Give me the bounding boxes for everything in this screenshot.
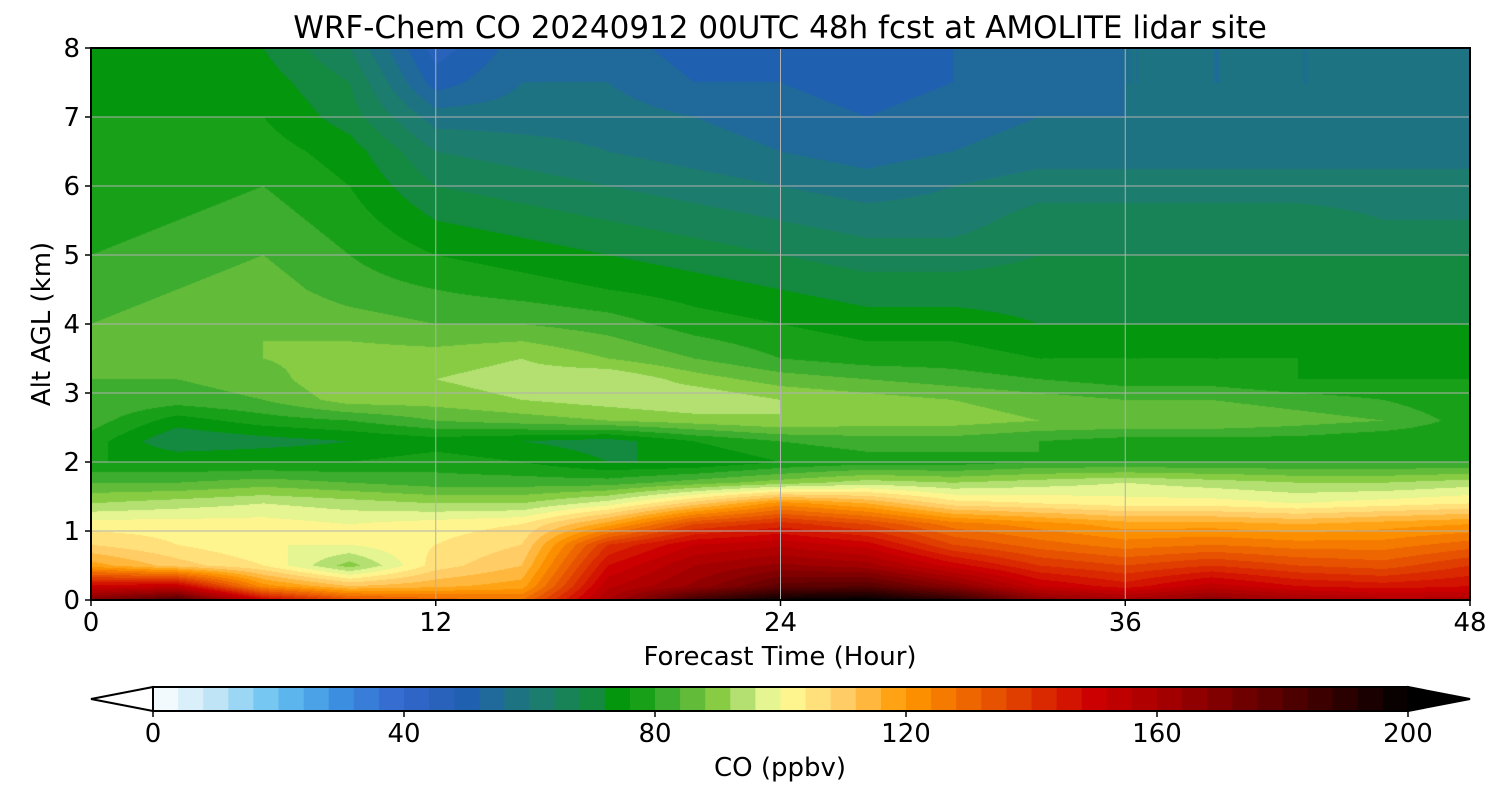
y-tick-label: 5: [63, 241, 80, 271]
x-axis: 0 12 24 36 48: [83, 600, 1487, 638]
colorbar-level: [880, 687, 907, 711]
colorbar-level: [1332, 687, 1359, 711]
colorbar-level: [153, 687, 179, 711]
colorbar-level: [755, 687, 782, 711]
colorbar-level: [404, 687, 430, 711]
y-tick-label: 8: [63, 34, 80, 64]
colorbar-level: [655, 687, 681, 711]
colorbar-level: [1307, 687, 1334, 711]
colorbar-level: [1282, 687, 1309, 711]
colorbar-ticks: 0 40 80 120 160 200: [145, 711, 1433, 749]
colorbar-tick-label: 160: [1132, 719, 1182, 749]
y-tick-label: 4: [63, 310, 80, 340]
y-tick-label: 6: [63, 172, 80, 202]
colorbar-level: [1006, 687, 1033, 711]
colorbar-level: [906, 687, 932, 711]
colorbar-levels: [153, 687, 1409, 711]
colorbar-tick-label: 80: [638, 719, 671, 749]
colorbar-level: [956, 687, 982, 711]
colorbar-level: [1382, 687, 1409, 711]
x-tick-label: 48: [1453, 608, 1486, 638]
colorbar-level: [303, 687, 330, 711]
colorbar-level: [805, 687, 832, 711]
colorbar-tick-label: 200: [1383, 719, 1433, 749]
grid-lines: [91, 48, 1470, 600]
chart-title: WRF-Chem CO 20240912 00UTC 48h fcst at A…: [293, 10, 1267, 46]
colorbar-level: [579, 687, 606, 711]
colorbar-level: [705, 687, 731, 711]
colorbar-level: [1056, 687, 1083, 711]
colorbar-level: [1182, 687, 1208, 711]
colorbar-frame: [152, 686, 1409, 712]
colorbar-level: [479, 687, 505, 711]
colorbar-level: [1207, 687, 1233, 711]
colorbar-level: [228, 687, 254, 711]
y-axis: 0 1 2 3 4 5 6 7 8: [63, 34, 91, 616]
colorbar-level: [780, 687, 807, 711]
colorbar-level: [353, 687, 380, 711]
colorbar-level: [253, 687, 280, 711]
colorbar-level: [504, 687, 531, 711]
colorbar-level: [730, 687, 756, 711]
colorbar-level: [454, 687, 480, 711]
colorbar-tick-label: 0: [145, 719, 162, 749]
colorbar-level: [328, 687, 355, 711]
colorbar-level: [1257, 687, 1284, 711]
colorbar-level: [554, 687, 581, 711]
colorbar-level: [203, 687, 229, 711]
x-tick-label: 0: [83, 608, 100, 638]
colorbar-level: [931, 687, 957, 711]
colorbar-level: [629, 687, 656, 711]
colorbar-level: [981, 687, 1007, 711]
colorbar-level: [429, 687, 455, 711]
colorbar-level: [1232, 687, 1258, 711]
y-tick-label: 0: [63, 586, 80, 616]
colorbar-label: CO (ppbv): [714, 753, 846, 783]
colorbar-level: [1357, 687, 1384, 711]
x-tick-label: 24: [764, 608, 797, 638]
y-tick-label: 7: [63, 103, 80, 133]
colorbar-level: [604, 687, 631, 711]
colorbar-level: [529, 687, 556, 711]
plot-area: [90, 47, 1471, 601]
colorbar-level: [278, 687, 305, 711]
colorbar-level: [378, 687, 405, 711]
colorbar-level: [1106, 687, 1133, 711]
y-tick-label: 2: [63, 448, 80, 478]
colorbar-level: [1031, 687, 1058, 711]
colorbar-level: [830, 687, 857, 711]
colorbar-tick-label: 120: [881, 719, 931, 749]
y-tick-label: 3: [63, 379, 80, 409]
colorbar-level: [178, 687, 204, 711]
colorbar-level: [1131, 687, 1158, 711]
y-axis-label: Alt AGL (km): [27, 242, 57, 406]
colorbar-level: [1081, 687, 1108, 711]
y-tick-label: 1: [63, 517, 80, 547]
x-tick-label: 36: [1109, 608, 1142, 638]
colorbar: 0 40 80 120 160 200 CO (ppbv): [90, 685, 1471, 783]
colorbar-extend-high: [1407, 685, 1471, 713]
x-axis-label: Forecast Time (Hour): [643, 642, 916, 672]
x-tick-label: 12: [419, 608, 452, 638]
colorbar-tick-label: 40: [387, 719, 420, 749]
colorbar-level: [680, 687, 706, 711]
colorbar-level: [855, 687, 882, 711]
colorbar-extend-low: [90, 685, 154, 713]
colorbar-level: [1157, 687, 1183, 711]
